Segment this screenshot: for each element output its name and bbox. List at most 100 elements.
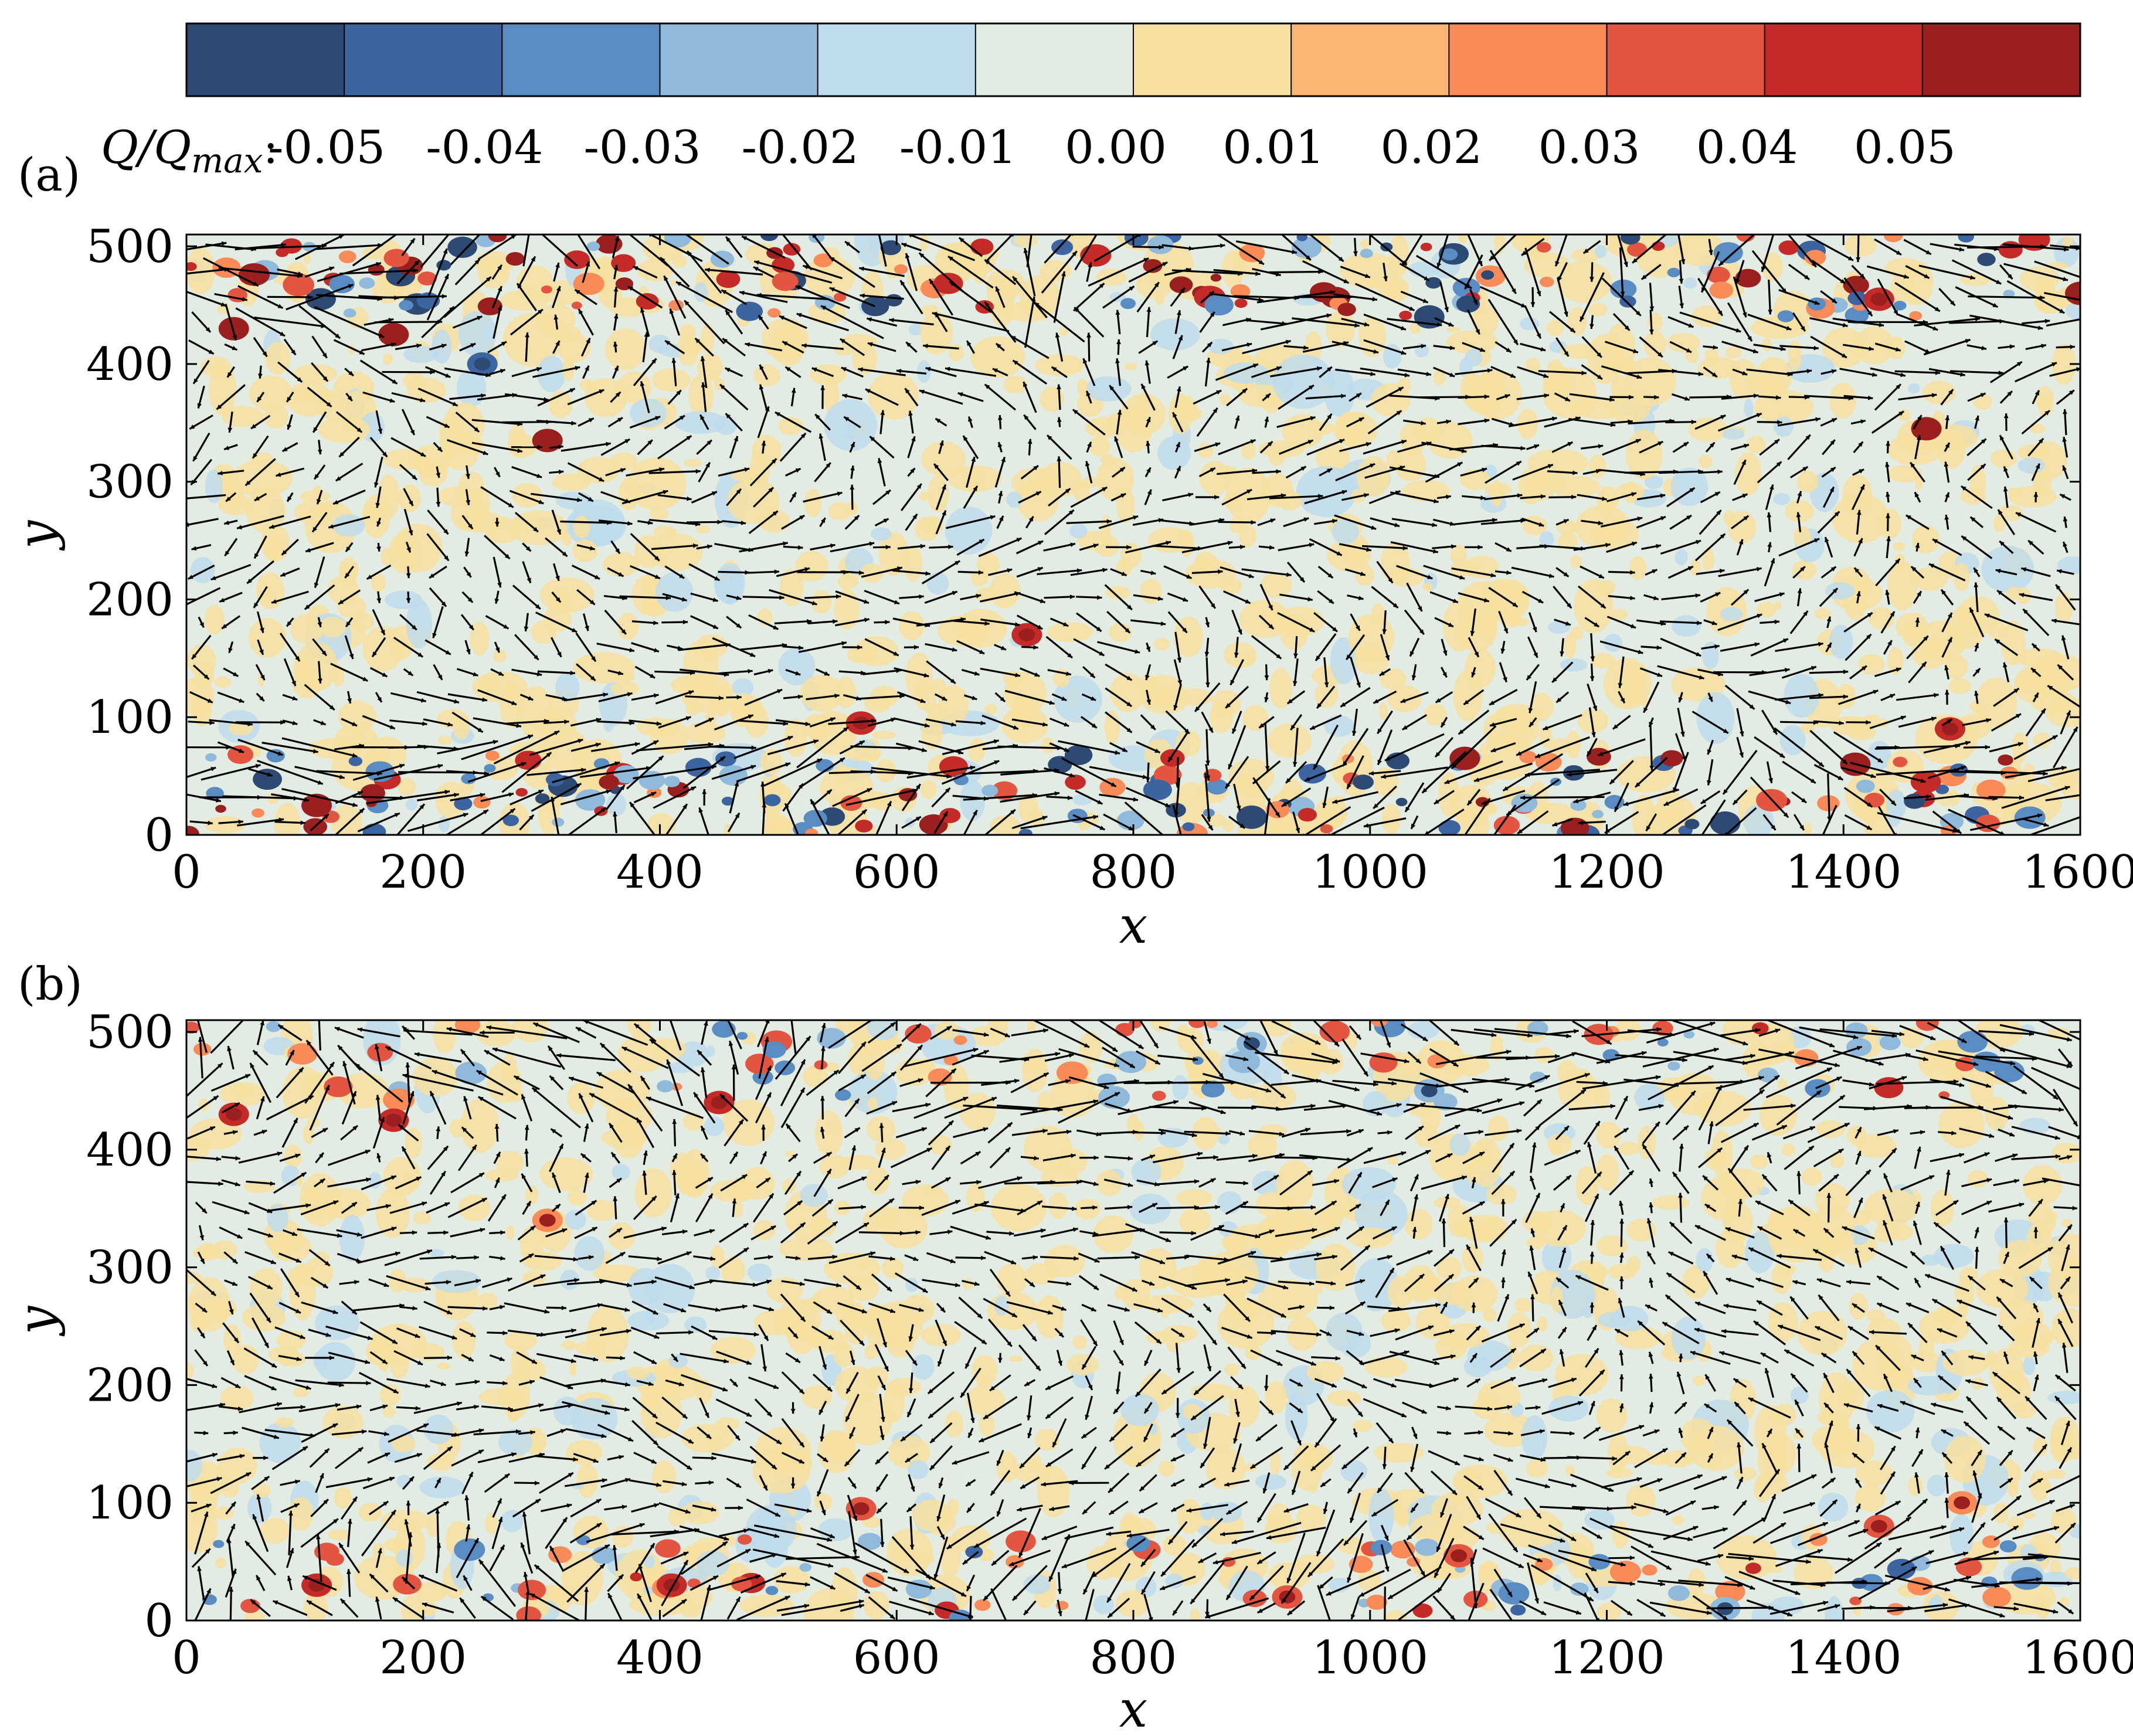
velocity-vector: [932, 312, 1010, 332]
velocity-vector: [1524, 247, 1541, 297]
q-blob: [1839, 1381, 1864, 1411]
q-blob: [811, 590, 832, 614]
velocity-vector: [2046, 318, 2080, 327]
velocity-vector-head: [1479, 347, 1485, 352]
velocity-vector-head: [441, 294, 447, 299]
q-wall-structure: [280, 238, 303, 254]
velocity-vector-head: [702, 789, 707, 794]
q-blob: [1993, 515, 2005, 532]
velocity-vector-head: [429, 573, 434, 578]
velocity-vector: [1043, 542, 1076, 552]
q-blob: [252, 1483, 271, 1498]
q-blob: [919, 491, 930, 501]
velocity-vector: [537, 388, 576, 407]
velocity-vector-head: [1220, 243, 1225, 249]
colorbar-bin: [974, 23, 1135, 97]
q-blob: [823, 1432, 856, 1460]
velocity-vector-head: [1858, 441, 1863, 447]
q-wall-structure: [772, 271, 799, 291]
velocity-vector-head: [1421, 344, 1426, 349]
velocity-vector-head: [2019, 795, 2025, 800]
velocity-vector-head: [376, 261, 381, 267]
q-wall-structure: [1147, 235, 1174, 254]
velocity-vector-head: [1506, 547, 1512, 552]
velocity-vector-head: [1886, 513, 1890, 518]
velocity-vector-head: [2047, 685, 2053, 691]
velocity-vector-head: [1810, 778, 1816, 783]
q-blob: [802, 714, 832, 740]
velocity-vector-head: [627, 692, 633, 697]
velocity-vector-head: [527, 228, 532, 233]
q-wall-structure: [803, 810, 827, 827]
velocity-vector: [426, 533, 450, 562]
velocity-vector: [1072, 814, 1106, 831]
velocity-vector: [1421, 441, 1467, 453]
q-blob: [406, 599, 432, 649]
velocity-vector-head: [1204, 651, 1210, 657]
velocity-vector-head: [1709, 442, 1715, 448]
velocity-vector-head: [443, 529, 449, 535]
velocity-vector: [222, 795, 298, 800]
velocity-vector: [253, 244, 327, 250]
velocity-vector-head: [1255, 271, 1261, 276]
velocity-vector-head: [2008, 274, 2013, 280]
velocity-vector-head: [1250, 439, 1256, 444]
q-blob: [1781, 1143, 1795, 1156]
velocity-vector: [451, 711, 484, 733]
velocity-vector-head: [392, 379, 398, 384]
velocity-vector-head: [745, 342, 750, 347]
velocity-vector-head: [952, 590, 957, 596]
velocity-vector: [1354, 283, 1415, 311]
velocity-vector: [1955, 795, 1998, 800]
velocity-vector: [1278, 439, 1314, 455]
velocity-vector: [527, 769, 586, 776]
velocity-vector-head: [1001, 457, 1006, 463]
velocity-vector-head: [399, 763, 405, 769]
velocity-vector-head: [495, 522, 500, 527]
velocity-vector-head: [705, 462, 710, 468]
velocity-vector: [1875, 558, 1901, 587]
q-blob: [1604, 634, 1623, 652]
q-blob: [371, 573, 386, 593]
velocity-vector-head: [412, 474, 417, 480]
velocity-vector: [1387, 318, 1442, 327]
velocity-vector-head: [538, 500, 544, 504]
velocity-vector: [1606, 541, 1638, 553]
velocity-vector: [1402, 235, 1424, 267]
velocity-vector-head: [437, 763, 443, 769]
velocity-vector-head: [1956, 828, 1962, 834]
q-blob: [334, 1487, 352, 1509]
q-wall-structure: [1604, 794, 1625, 810]
q-wall-structure: [1320, 824, 1333, 834]
velocity-vector-head: [1827, 816, 1832, 821]
velocity-vector-head: [437, 674, 443, 680]
velocity-vector-head: [1290, 725, 1296, 731]
velocity-vector: [1390, 491, 1439, 503]
velocity-vector: [529, 738, 583, 756]
velocity-vector-head: [1061, 271, 1066, 277]
velocity-vector-head: [1330, 290, 1336, 295]
q-blob: [1224, 1363, 1239, 1377]
y-tick-label: 300: [86, 456, 174, 509]
velocity-vector-head: [1600, 603, 1606, 609]
velocity-vector-head: [1099, 825, 1105, 830]
velocity-vector-head: [1887, 640, 1892, 646]
velocity-vector-head: [1347, 783, 1351, 789]
velocity-vector-head: [1264, 675, 1269, 681]
velocity-vector: [1932, 538, 1962, 556]
velocity-vector: [570, 742, 601, 752]
velocity-vector: [859, 695, 905, 700]
velocity-vector-head: [1206, 817, 1211, 822]
velocity-vector-head: [494, 598, 500, 604]
velocity-vector-head: [759, 364, 764, 370]
velocity-vector-head: [1309, 542, 1315, 548]
q-wall-structure: [1298, 763, 1326, 784]
velocity-vector-head: [338, 599, 344, 604]
velocity-vector-head: [783, 541, 788, 546]
velocity-vector-head: [1636, 374, 1642, 379]
velocity-vector-head: [1843, 694, 1848, 699]
q-blob: [1846, 725, 1876, 740]
q-blob: [1927, 1474, 1947, 1497]
velocity-vector-head: [324, 814, 329, 819]
velocity-vector-head: [753, 267, 759, 271]
